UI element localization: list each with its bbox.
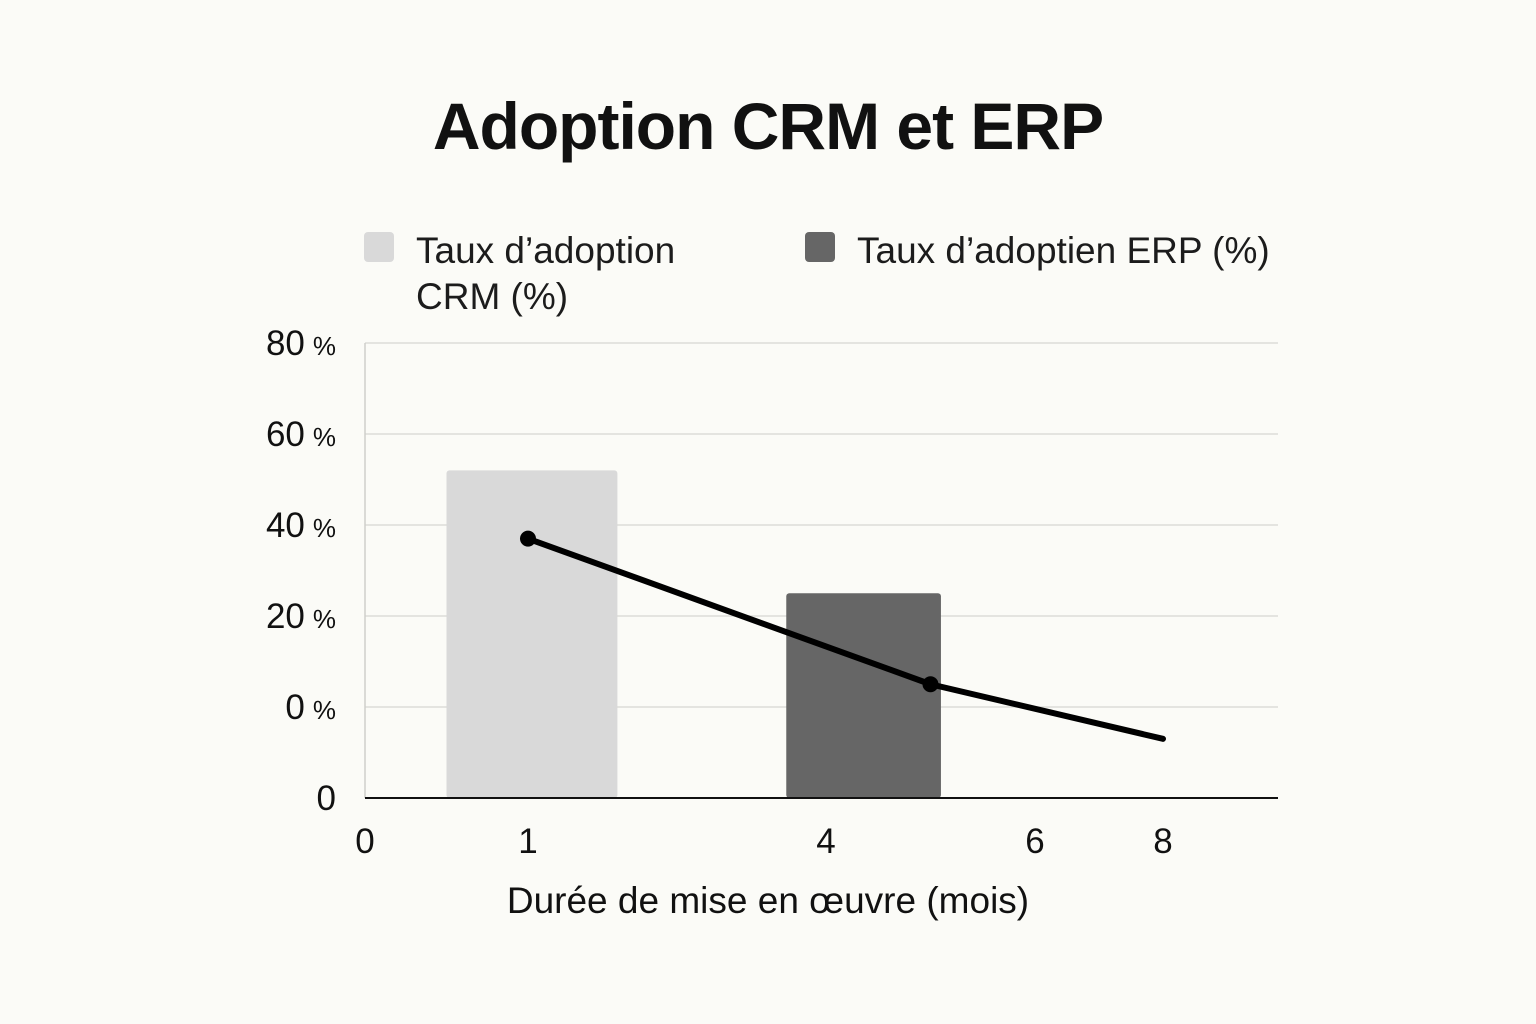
legend-item-crm[interactable]: Taux d’adoption CRM (%): [364, 228, 716, 320]
x-tick-label-3: 6: [1025, 822, 1044, 861]
legend-swatch-erp: [805, 232, 835, 262]
line-point-0: [520, 530, 536, 547]
x-tick-label-4: 8: [1153, 822, 1172, 861]
chart-title: Adoption CRM et ERP: [432, 89, 1104, 163]
legend-label-crm: Taux d’adoption CRM (%): [416, 230, 676, 317]
y-tick-label-3: 20%: [266, 597, 336, 636]
y-tick-label-2: 40%: [266, 506, 336, 545]
line-point-1: [922, 676, 939, 693]
y-tick-label-5: 0: [317, 779, 336, 818]
y-tick-label-1: 60%: [266, 415, 336, 454]
chart-legend: Taux d’adoption CRM (%) Taux d’adoptien …: [0, 228, 1536, 328]
legend-label-erp: Taux d’adoptien ERP (%): [857, 230, 1270, 271]
x-axis-title: Durée de mise en œuvre (mois): [506, 880, 1030, 921]
x-tick-label-2: 4: [816, 822, 835, 861]
y-tick-label-4: 0%: [285, 688, 336, 727]
bar-1-0: [786, 593, 941, 798]
bar-0-0: [446, 470, 618, 798]
legend-swatch-crm: [364, 232, 394, 262]
x-tick-label-1: 1: [518, 822, 537, 861]
y-tick-label-0: 80%: [266, 324, 336, 363]
legend-item-erp[interactable]: Taux d’adoptien ERP (%): [805, 228, 1270, 274]
x-tick-label-0: 0: [355, 822, 374, 861]
